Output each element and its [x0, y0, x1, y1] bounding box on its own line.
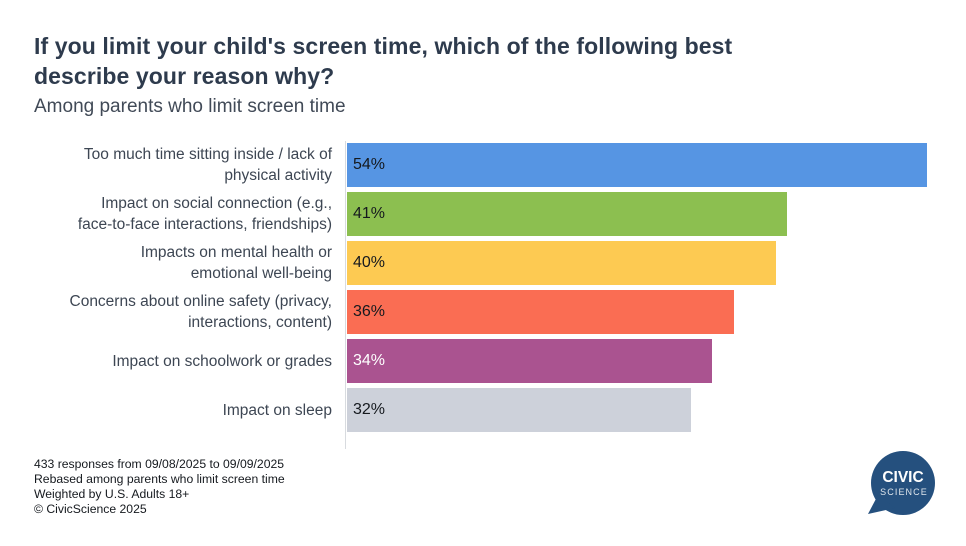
footnote-line: © CivicScience 2025: [34, 502, 147, 516]
logo-text-civic: CIVIC: [882, 469, 923, 486]
category-axis-labels: Too much time sitting inside / lack of p…: [0, 141, 345, 449]
category-label: Impact on social connection (e.g., face-…: [77, 195, 332, 233]
bar-chart: Too much time sitting inside / lack of p…: [0, 141, 966, 449]
bar-segment: 34%: [347, 339, 713, 383]
category-label: Impacts on mental health or emotional we…: [140, 244, 332, 282]
logo-bubble: [871, 451, 935, 515]
bar-segment: 32%: [347, 388, 691, 432]
bar-segment: 36%: [347, 290, 734, 334]
category-label: Impact on sleep: [222, 401, 332, 419]
logo-text-science: SCIENCE: [880, 487, 928, 497]
footnote-line: 433 responses from 09/08/2025 to 09/09/2…: [34, 457, 285, 471]
footnote-line: Weighted by U.S. Adults 18+: [34, 487, 190, 501]
category-label: Impact on schoolwork or grades: [112, 352, 332, 370]
category-label: Too much time sitting inside / lack of p…: [83, 146, 332, 184]
bar-segment: 40%: [347, 241, 777, 285]
logo-bubble-tail: [868, 495, 895, 514]
category-label: Concerns about online safety (privacy, i…: [69, 293, 333, 331]
plot-area: 54% 41% 40% 36% 34% 32%: [345, 141, 966, 449]
header: If you limit your child's screen time, w…: [0, 0, 966, 118]
civicscience-logo: CIVIC SCIENCE: [868, 451, 935, 515]
chart-title: If you limit your child's screen time, w…: [34, 33, 733, 89]
chart-subtitle: Among parents who limit screen time: [34, 96, 346, 117]
bar-segment: 54%: [347, 143, 927, 187]
footnote-line: Rebased among parents who limit screen t…: [34, 472, 285, 486]
footnote-block: 433 responses from 09/08/2025 to 09/09/2…: [34, 457, 966, 517]
bar-segment: 41%: [347, 192, 788, 236]
